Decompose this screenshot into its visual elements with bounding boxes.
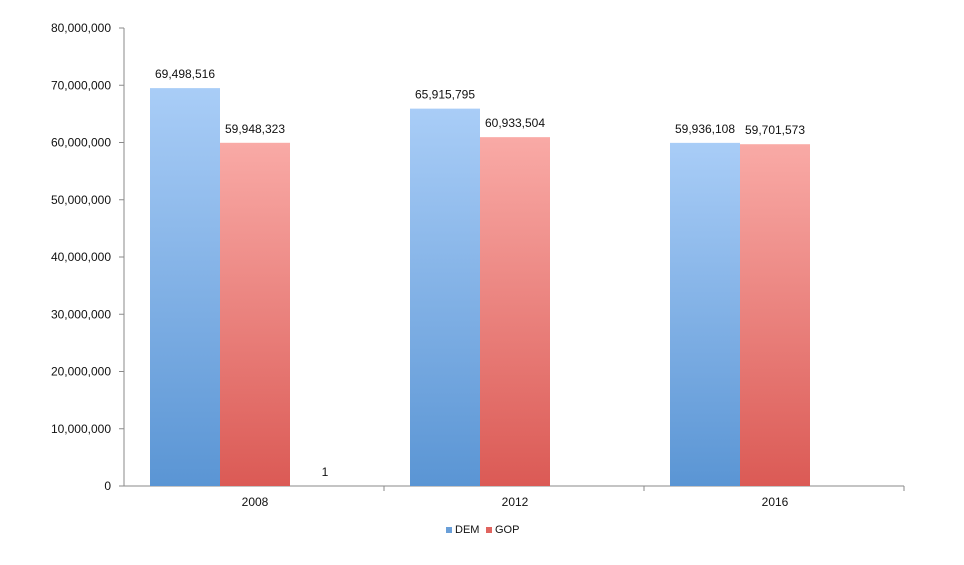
y-tick-label: 80,000,000 xyxy=(51,21,111,35)
data-label-dem-2008: 69,498,516 xyxy=(155,67,215,81)
bar-dem-2008 xyxy=(150,88,220,486)
legend: DEM GOP xyxy=(446,524,519,536)
y-tick-label: 70,000,000 xyxy=(51,78,111,92)
bar-gop-2016 xyxy=(740,144,810,486)
y-tick-label: 20,000,000 xyxy=(51,365,111,379)
x-tick-label: 2012 xyxy=(502,495,529,509)
data-label-gop-2016: 59,701,573 xyxy=(745,123,805,137)
y-tick-label: 10,000,000 xyxy=(51,422,111,436)
legend-swatch-gop xyxy=(486,527,492,533)
axes: 0 10,000,000 20,000,000 30,000,000 40,000,00… xyxy=(51,21,905,509)
data-label-dem-2012: 65,915,795 xyxy=(415,88,475,102)
legend-label-dem: DEM xyxy=(455,524,479,536)
y-tick-label: 30,000,000 xyxy=(51,307,111,321)
bar-gop-2012 xyxy=(480,137,550,486)
y-tick-label: 0 xyxy=(104,479,111,493)
x-tick-label: 2008 xyxy=(242,495,269,509)
y-tick-label: 50,000,000 xyxy=(51,193,111,207)
legend-label-gop: GOP xyxy=(495,524,519,536)
bar-dem-2012 xyxy=(410,108,480,486)
bars xyxy=(150,88,810,487)
data-label-gop-2008: 59,948,323 xyxy=(225,122,285,136)
y-tick-label: 40,000,000 xyxy=(51,250,111,264)
x-tick-label: 2016 xyxy=(762,495,789,509)
bar-gop-2008 xyxy=(220,142,290,487)
data-label-dem-2016: 59,936,108 xyxy=(675,122,735,136)
bar-dem-2016 xyxy=(670,142,740,486)
legend-swatch-dem xyxy=(446,527,452,533)
data-labels: 69,498,516 65,915,795 59,936,108 59,948,323… xyxy=(155,67,805,479)
y-tick-label: 60,000,000 xyxy=(51,136,111,150)
data-label-other-2008: 1 xyxy=(322,465,329,479)
data-label-gop-2012: 60,933,504 xyxy=(485,116,545,130)
